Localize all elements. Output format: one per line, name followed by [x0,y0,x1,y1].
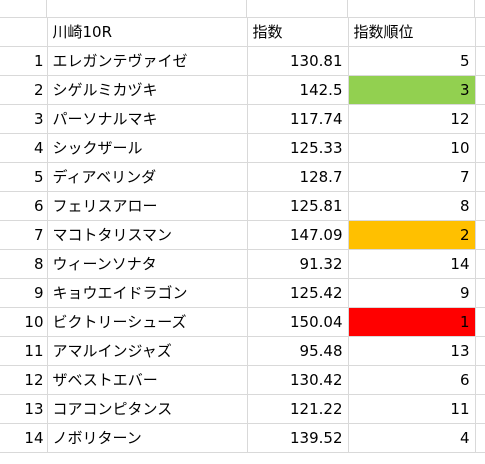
rank-cell[interactable]: 12 [348,104,476,134]
horse-name-cell[interactable]: コアコンピタンス [47,394,248,424]
horse-name-cell[interactable]: フェリスアロー [47,191,248,221]
empty-cell[interactable] [475,104,485,134]
score-cell[interactable]: 125.33 [247,133,349,163]
table-row: 4 シックザール 125.33 10 [0,133,485,163]
horse-name-cell[interactable]: アマルインジャズ [47,336,248,366]
horse-name-cell[interactable]: パーソナルマキ [47,104,248,134]
rank-cell[interactable]: 4 [348,423,476,453]
rank-cell[interactable]: 2 [348,220,476,250]
row-number-cell[interactable]: 8 [0,249,48,279]
rank-cell[interactable]: 5 [348,46,476,76]
row-number-cell[interactable]: 5 [0,162,48,192]
rank-cell[interactable]: 13 [348,336,476,366]
table-row: 7 マコトタリスマン 147.09 2 [0,220,485,250]
table-row: 14 ノボリターン 139.52 4 [0,423,485,453]
row-number-cell[interactable]: 11 [0,336,48,366]
top-cell-score [247,0,348,17]
table-row: 1 エレガンテヴァイゼ 130.81 5 [0,46,485,76]
horse-name-cell[interactable]: マコトタリスマン [47,220,248,250]
empty-cell[interactable] [475,249,485,279]
horse-name-cell[interactable]: ウィーンソナタ [47,249,248,279]
table-row: 10 ビクトリーシューズ 150.04 1 [0,307,485,337]
empty-cell[interactable] [475,46,485,76]
score-cell[interactable]: 150.04 [247,307,349,337]
header-score-cell[interactable]: 指数 [247,17,349,47]
rank-cell[interactable]: 6 [348,365,476,395]
score-cell[interactable]: 130.42 [247,365,349,395]
row-number-cell[interactable]: 1 [0,46,48,76]
horse-name-cell[interactable]: ザベストエバー [47,365,248,395]
row-number-cell[interactable]: 7 [0,220,48,250]
empty-cell[interactable] [475,17,485,47]
empty-cell[interactable] [475,75,485,105]
horse-name-cell[interactable]: キョウエイドラゴン [47,278,248,308]
score-cell[interactable]: 95.48 [247,336,349,366]
row-number-cell[interactable] [0,17,48,47]
empty-cell[interactable] [475,307,485,337]
row-number-cell[interactable]: 12 [0,365,48,395]
rank-cell[interactable]: 8 [348,191,476,221]
top-cell-rownum [0,0,47,17]
rank-cell[interactable]: 7 [348,162,476,192]
score-cell[interactable]: 125.81 [247,191,349,221]
empty-cell[interactable] [475,423,485,453]
top-cell-rank [348,0,475,17]
header-race-cell[interactable]: 川崎10R [47,17,248,47]
horse-name-cell[interactable]: エレガンテヴァイゼ [47,46,248,76]
table-row: 3 パーソナルマキ 117.74 12 [0,104,485,134]
rank-cell[interactable]: 14 [348,249,476,279]
top-partial-row [0,0,485,17]
horse-name-cell[interactable]: ビクトリーシューズ [47,307,248,337]
row-number-cell[interactable]: 13 [0,394,48,424]
row-number-cell[interactable]: 4 [0,133,48,163]
row-number-cell[interactable]: 2 [0,75,48,105]
empty-cell[interactable] [475,191,485,221]
horse-name-cell[interactable]: シゲルミカヅキ [47,75,248,105]
empty-cell[interactable] [475,394,485,424]
rank-cell[interactable]: 9 [348,278,476,308]
horse-name-cell[interactable]: ディアベリンダ [47,162,248,192]
row-number-cell[interactable]: 6 [0,191,48,221]
score-cell[interactable]: 142.5 [247,75,349,105]
table-row: 13 コアコンピタンス 121.22 11 [0,394,485,424]
score-cell[interactable]: 130.81 [247,46,349,76]
rank-cell[interactable]: 11 [348,394,476,424]
table-row: 2 シゲルミカヅキ 142.5 3 [0,75,485,105]
rank-cell[interactable]: 10 [348,133,476,163]
row-number-cell[interactable]: 10 [0,307,48,337]
rank-cell[interactable]: 1 [348,307,476,337]
row-number-cell[interactable]: 9 [0,278,48,308]
table-row: 9 キョウエイドラゴン 125.42 9 [0,278,485,308]
table-row: 6 フェリスアロー 125.81 8 [0,191,485,221]
header-row: 川崎10R 指数 指数順位 [0,17,485,47]
empty-cell[interactable] [475,336,485,366]
row-number-cell[interactable]: 3 [0,104,48,134]
empty-cell[interactable] [475,365,485,395]
score-cell[interactable]: 121.22 [247,394,349,424]
table-row: 11 アマルインジャズ 95.48 13 [0,336,485,366]
race-index-table: 川崎10R 指数 指数順位 1 エレガンテヴァイゼ 130.81 5 2 シゲルミカヅキ 1… [0,17,485,453]
top-cell-name [47,0,247,17]
horse-name-cell[interactable]: シックザール [47,133,248,163]
table-row: 8 ウィーンソナタ 91.32 14 [0,249,485,279]
empty-cell[interactable] [475,278,485,308]
rank-cell[interactable]: 3 [348,75,476,105]
score-cell[interactable]: 125.42 [247,278,349,308]
table-row: 12 ザベストエバー 130.42 6 [0,365,485,395]
table-row: 5 ディアベリンダ 128.7 7 [0,162,485,192]
horse-name-cell[interactable]: ノボリターン [47,423,248,453]
header-rank-cell[interactable]: 指数順位 [348,17,476,47]
empty-cell[interactable] [475,162,485,192]
empty-cell[interactable] [475,220,485,250]
score-cell[interactable]: 91.32 [247,249,349,279]
score-cell[interactable]: 147.09 [247,220,349,250]
score-cell[interactable]: 139.52 [247,423,349,453]
row-number-cell[interactable]: 14 [0,423,48,453]
empty-cell[interactable] [475,133,485,163]
score-cell[interactable]: 128.7 [247,162,349,192]
score-cell[interactable]: 117.74 [247,104,349,134]
